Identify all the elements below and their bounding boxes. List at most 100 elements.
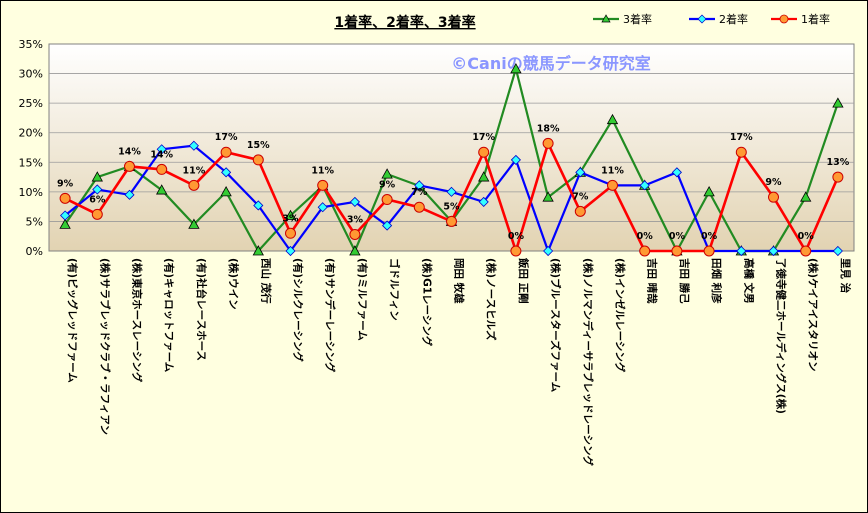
data-point	[446, 215, 457, 227]
y-tick-label: 20%	[19, 127, 43, 140]
data-label: 0%	[701, 231, 718, 242]
category-label: (有)社台レースホース	[195, 258, 208, 361]
category-label: (株)G1レーシング	[420, 258, 433, 347]
legend-marker	[697, 14, 707, 24]
legend-marker	[779, 14, 789, 24]
category-label: 了徳寺健二ホールディングス(株)	[775, 258, 788, 414]
data-label: 17%	[215, 132, 238, 143]
series-2着率	[60, 140, 843, 257]
data-label: 5%	[443, 201, 460, 212]
category-label: (有)ミルファーム	[356, 258, 369, 341]
data-point	[382, 220, 393, 231]
data-point	[285, 245, 296, 257]
data-label: 14%	[118, 146, 141, 157]
data-point	[832, 97, 844, 108]
data-point	[381, 194, 393, 206]
data-point	[220, 146, 232, 158]
legend-label: 1着率	[801, 12, 830, 26]
data-point	[188, 179, 200, 191]
data-label: 0%	[637, 231, 654, 242]
data-point	[446, 186, 457, 197]
y-tick-label: 10%	[19, 186, 43, 199]
category-label: (株)ウイン	[227, 258, 240, 310]
legend-marker	[601, 14, 611, 23]
data-labels: 9% 6% 14% 14% 11% 17% 15% 3% 11% 3% 9% 7% 5% 17% 0% 18%…	[57, 123, 850, 242]
category-label: (株)ケイアイスタリオン	[807, 258, 820, 372]
data-label: 9%	[57, 178, 74, 189]
data-label: 13%	[827, 157, 850, 168]
data-label: 18%	[537, 123, 560, 134]
data-point	[606, 113, 619, 125]
category-label: (有)キャロットファーム	[163, 258, 176, 373]
data-point	[832, 171, 844, 183]
data-label: 17%	[730, 132, 753, 143]
category-label: (株)ブルースターズファーム	[549, 258, 562, 393]
data-label: 17%	[472, 132, 495, 143]
category-label: (株)東京ホースレーシング	[131, 258, 144, 383]
data-point	[542, 191, 554, 202]
data-point	[510, 63, 522, 74]
data-label: 0%	[508, 231, 525, 242]
data-point	[510, 154, 521, 165]
data-point	[478, 196, 489, 207]
category-label: (株)ノルマンディーサラブレッドレーシング	[581, 258, 594, 466]
data-point	[800, 191, 812, 202]
category-labels: (有)ビッグレッドファーム (株)サラブレッドクラブ・ラフィアン (株)東京ホースレ…	[66, 257, 852, 466]
data-label: 0%	[669, 231, 686, 242]
category-label: 岡田 牧雄	[453, 258, 466, 304]
data-label: 14%	[150, 149, 173, 160]
data-point	[381, 168, 393, 179]
category-label: ゴドルフィン	[388, 258, 401, 321]
data-label: 7%	[411, 187, 428, 198]
data-point	[414, 180, 425, 191]
y-tick-label: 30%	[19, 68, 43, 81]
data-point	[671, 245, 683, 257]
category-label: (株)サラブレッドクラブ・ラフィアン	[98, 258, 111, 435]
data-point	[575, 167, 586, 178]
watermark: ©Caniの競馬データ研究室	[451, 54, 650, 73]
category-label: (株)インゼルレーシング	[614, 258, 627, 373]
legend-label: 2着率	[719, 12, 748, 26]
legend-label: 3着率	[623, 12, 652, 26]
data-point	[60, 210, 71, 221]
series-group	[59, 63, 844, 257]
category-label: 高橋 文男	[742, 258, 755, 304]
legend: 3着率 2着率 1着率	[593, 12, 830, 26]
data-point	[832, 245, 843, 257]
data-label: 0%	[798, 231, 815, 242]
data-point	[317, 202, 328, 213]
data-point	[124, 189, 135, 200]
data-point	[542, 137, 554, 149]
data-label: 11%	[601, 165, 624, 176]
data-point	[478, 171, 490, 182]
data-point	[768, 191, 779, 203]
data-point	[188, 218, 200, 229]
data-point	[703, 245, 715, 257]
data-point	[768, 245, 779, 257]
data-point	[800, 245, 812, 257]
category-label: 西山 茂行	[259, 258, 272, 304]
data-point	[91, 208, 103, 220]
category-label: 吉田 晴哉	[646, 258, 659, 304]
data-point	[349, 245, 361, 256]
y-axis-ticks: 0% 5% 10% 15% 20% 25% 30% 35%	[19, 38, 43, 258]
category-label: (有)サンデーレーシング	[324, 258, 337, 373]
data-point	[221, 167, 232, 178]
data-point	[639, 180, 650, 191]
data-label: 11%	[183, 165, 206, 176]
data-label: 7%	[572, 191, 589, 202]
data-point	[413, 201, 425, 213]
series-1着率	[59, 137, 844, 257]
data-label: 3%	[347, 214, 364, 225]
data-point	[156, 163, 168, 175]
data-point	[156, 184, 168, 195]
data-label: 6%	[89, 194, 106, 205]
data-label: 15%	[247, 140, 270, 151]
data-point	[156, 144, 167, 155]
category-label: 里見 治	[839, 258, 852, 294]
data-label: 9%	[765, 177, 782, 188]
data-point	[253, 200, 264, 211]
category-label: (有)ビッグレッドファーム	[66, 258, 79, 383]
